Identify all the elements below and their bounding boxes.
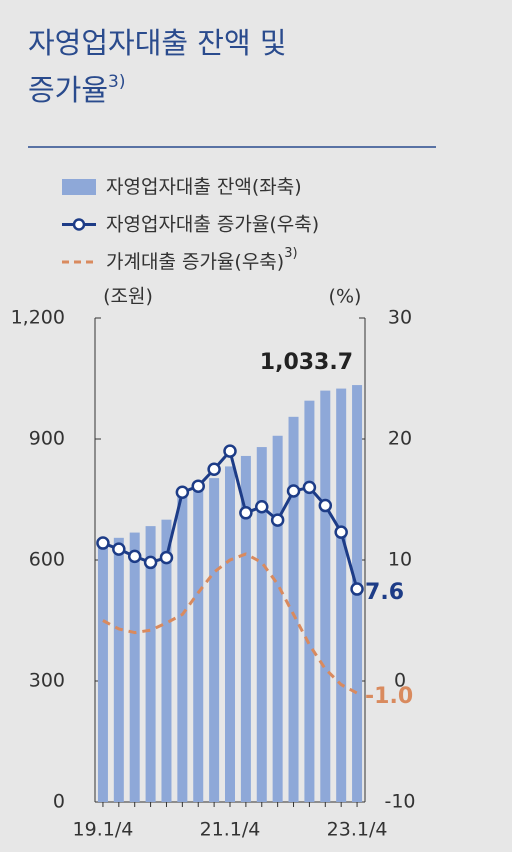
bar — [161, 519, 172, 802]
bar — [209, 478, 220, 802]
legend-swatch — [62, 179, 96, 195]
line-marker — [286, 484, 301, 498]
y2-tick-label: 20 — [388, 428, 412, 450]
line-marker — [127, 549, 142, 564]
line — [102, 552, 358, 695]
legend-label: 자영업자대출 잔액(좌축) — [106, 176, 302, 198]
line-marker — [159, 550, 174, 565]
legend-text: 가계대출 증가율(우축) — [106, 251, 284, 273]
legend-label: 가계대출 증가율(우축)3) — [106, 246, 298, 273]
legend-text: 자영업자대출 잔액(좌축) — [106, 176, 302, 198]
bar — [256, 447, 267, 802]
legend-marker — [72, 218, 86, 231]
line-marker — [302, 480, 317, 495]
line-marker — [255, 500, 269, 514]
bar — [304, 400, 315, 802]
title-note: 3) — [108, 72, 125, 92]
line-marker — [207, 462, 221, 476]
x-tick-label: 23.1/4 — [327, 819, 388, 841]
y-tick-label: 1,200 — [11, 307, 65, 329]
y2-tick-label: -10 — [384, 791, 415, 813]
line-marker — [223, 444, 237, 458]
line-marker — [96, 536, 110, 550]
bar — [320, 390, 331, 802]
line-marker — [191, 479, 205, 493]
bar — [336, 388, 347, 802]
chart-title-line: 증가율3) — [28, 72, 126, 107]
line-marker — [318, 498, 333, 513]
chart-title-line: 자영업자대출 잔액 및 — [28, 26, 287, 60]
bar — [113, 537, 124, 802]
line-marker — [350, 582, 364, 596]
line-marker — [143, 555, 158, 570]
legend-label: 자영업자대출 증가율(우축) — [106, 213, 319, 235]
bar — [240, 455, 251, 802]
y-tick-label: 600 — [29, 549, 65, 571]
y2-tick-label: 0 — [394, 670, 406, 692]
y2-axis-unit: (%) — [329, 286, 362, 308]
line-marker — [175, 485, 190, 499]
bar — [177, 495, 188, 802]
y2-tick-label: 10 — [388, 549, 412, 571]
line-marker — [112, 542, 126, 556]
y-axis-unit: (조원) — [103, 286, 153, 308]
legend-note: 3) — [284, 246, 297, 261]
legend: 자영업자대출 잔액(좌축) 자영업자대출 증가율(우축) 가계대출 증가율(우축)3… — [62, 176, 319, 273]
line-marker — [334, 525, 348, 539]
data-label: -1.0 — [365, 684, 413, 709]
data-label: 7.6 — [365, 580, 404, 605]
x-tick-label: 21.1/4 — [200, 819, 261, 841]
y2-tick-label: 30 — [388, 307, 412, 329]
data-label: 1,033.7 — [260, 350, 353, 375]
title-text: 증가율 — [28, 73, 108, 107]
bar — [272, 435, 283, 802]
legend-text: 자영업자대출 증가율(우축) — [106, 213, 319, 235]
y-tick-label: 0 — [53, 791, 65, 813]
x-tick-label: 19.1/4 — [73, 819, 134, 841]
line-marker — [270, 513, 285, 527]
bar — [145, 526, 156, 802]
bar — [97, 541, 108, 802]
bar — [288, 416, 299, 802]
y-tick-label: 300 — [29, 670, 65, 692]
bar — [225, 466, 235, 802]
bar — [193, 487, 204, 802]
y-tick-label: 900 — [29, 428, 65, 450]
bar — [129, 532, 140, 802]
line-marker — [239, 506, 253, 520]
